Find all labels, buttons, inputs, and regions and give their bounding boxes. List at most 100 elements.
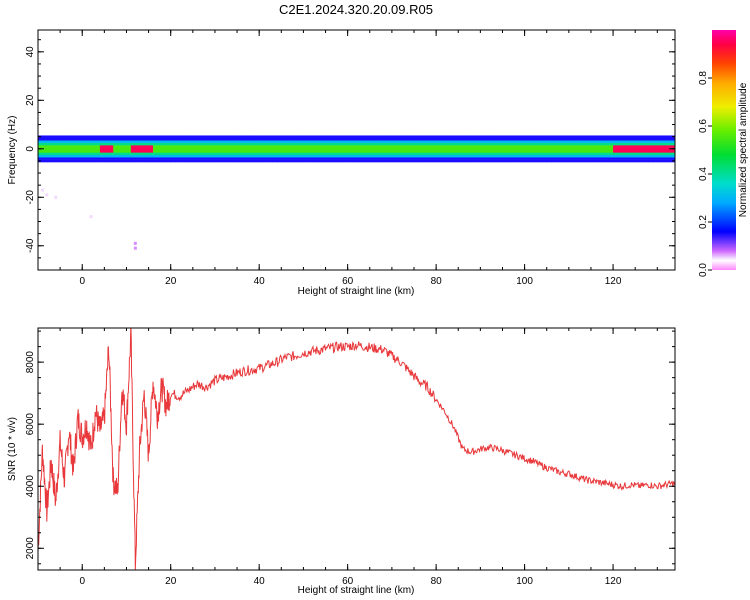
heatmap-cell (506, 140, 512, 143)
heatmap-cell (316, 145, 322, 148)
heatmap-cell (436, 159, 441, 163)
heatmap-cell (290, 135, 295, 139)
heatmap-cell (343, 150, 349, 153)
heatmap-cell (573, 140, 579, 143)
heatmap-cell (192, 152, 198, 156)
heatmap-cell (117, 135, 123, 139)
heatmap-cell (529, 154, 534, 158)
heatmap-cell (175, 147, 180, 151)
heatmap-cell (303, 145, 309, 148)
heatmap-cell (498, 145, 503, 148)
heatmap-cell (586, 157, 592, 160)
heatmap-cell (409, 147, 415, 151)
heatmap-cell (644, 154, 649, 158)
heatmap-cell (568, 135, 574, 139)
heatmap-cell (73, 140, 79, 143)
heatmap-cell (144, 159, 149, 163)
heatmap-cell (449, 150, 455, 153)
heatmap-cell (546, 137, 552, 141)
heatmap-cell (431, 142, 437, 146)
heatmap-cell (621, 154, 627, 158)
heatmap-cell (657, 142, 663, 146)
heatmap-cell (329, 157, 335, 160)
heatmap-cell (542, 145, 548, 148)
heatmap-cell (179, 140, 185, 143)
heatmap-cell (444, 150, 450, 153)
colorbar: 0.00.20.40.60.8 Normalized spectral ampl… (698, 30, 749, 277)
heatmap-cell (42, 135, 48, 139)
heatmap-cell (374, 140, 380, 143)
heatmap-cell (542, 150, 548, 153)
heatmap-cell (144, 142, 149, 146)
heatmap-cell (661, 137, 667, 141)
heatmap-cell (104, 157, 110, 160)
heatmap-cell (604, 145, 610, 148)
heatmap-cell (122, 157, 127, 160)
heatmap-cell (188, 150, 194, 153)
heatmap-cell (422, 150, 428, 153)
heatmap-cell (414, 150, 419, 153)
heatmap-cell (484, 137, 490, 141)
heatmap-cell (352, 157, 357, 160)
heatmap-cell (82, 135, 88, 139)
heatmap-cell (630, 147, 636, 151)
heatmap-cell (38, 145, 43, 148)
heatmap-cell (369, 145, 375, 148)
heatmap-cell (537, 154, 543, 158)
heatmap-cell (183, 147, 189, 151)
heatmap-cell (99, 154, 105, 158)
heatmap-cell (250, 150, 256, 153)
heatmap-cell (617, 137, 623, 141)
heatmap-cell (604, 140, 610, 143)
heatmap-cell (135, 137, 141, 141)
heatmap-cell (60, 147, 65, 151)
heatmap-cell (241, 157, 247, 160)
heatmap-cell (391, 159, 397, 163)
heatmap-cell (604, 152, 610, 156)
heatmap-cell (515, 150, 521, 153)
heatmap-cell (374, 142, 380, 146)
heatmap-cell (453, 140, 459, 143)
heatmap-cell (254, 147, 260, 151)
heatmap-cell (467, 145, 472, 148)
heatmap-cell (68, 137, 74, 141)
heatmap-cell (303, 137, 309, 141)
heatmap-cell (590, 147, 596, 151)
heatmap-cell (542, 142, 548, 146)
heatmap-cell (298, 142, 304, 146)
heatmap-cell (582, 140, 587, 143)
heatmap-cell (307, 142, 313, 146)
heatmap-cell (117, 137, 123, 141)
heatmap-cell (666, 142, 671, 146)
heatmap-cell (356, 142, 362, 146)
heatmap-cell (91, 137, 96, 141)
heatmap-cell (82, 157, 88, 160)
heatmap-cell (126, 152, 132, 156)
heatmap-cell (639, 152, 645, 156)
heatmap-cell (462, 157, 468, 160)
heatmap-cell (294, 140, 300, 143)
heatmap-cell (453, 159, 459, 163)
heatmap-cell (387, 137, 393, 141)
heatmap-cell (639, 140, 645, 143)
heatmap-cell (206, 147, 211, 151)
heatmap-cell (405, 135, 410, 139)
heatmap-cell (573, 142, 579, 146)
heatmap-cell (648, 140, 654, 143)
heatmap-cell (444, 147, 450, 151)
heatmap-cell (365, 145, 371, 148)
heatmap-cell (285, 159, 291, 163)
heatmap-cell (86, 154, 92, 158)
heatmap-cell (64, 147, 70, 151)
heatmap-cell (144, 137, 149, 141)
heatmap-cell (529, 152, 534, 156)
heatmap-cell (644, 147, 649, 151)
heatmap-cell (555, 145, 561, 148)
heatmap-cell (55, 140, 61, 143)
heatmap-cell (161, 159, 167, 163)
heatmap-cell (644, 135, 649, 139)
x-tick-label: 100 (516, 576, 533, 587)
colorbar-label: Normalized spectral amplitude (738, 82, 749, 217)
heatmap-cell (621, 147, 627, 151)
heatmap-cell (449, 157, 455, 160)
